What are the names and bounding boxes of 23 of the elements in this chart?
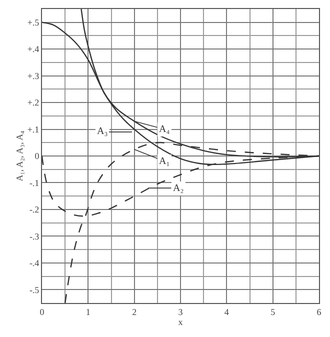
y-tick-label: +.3 (27, 70, 40, 81)
y-tick-label: -.5 (29, 284, 40, 295)
y-tick-label: +.1 (27, 124, 40, 134)
x-tick-label: 1 (86, 306, 90, 317)
x-tick-label: 2 (132, 306, 137, 317)
y-tick-label: -.2 (29, 204, 40, 215)
x-axis-title: x (178, 316, 184, 327)
y-tick-label: +.4 (27, 44, 40, 54)
x-tick-label: 6 (316, 306, 322, 317)
y-tick-label: 0 (34, 151, 40, 162)
annotation: A₃ (97, 126, 108, 137)
annotation: A₁ (159, 156, 170, 167)
x-tick-label: 5 (270, 306, 276, 317)
y-tick-label: -.1 (29, 178, 40, 188)
y-tick-label: +.5 (27, 18, 40, 28)
annotation: A₂ (173, 183, 184, 194)
x-tick-label: 4 (224, 306, 230, 317)
x-tick-label: 3 (178, 306, 184, 317)
y-axis-title: A₁, A₂, A₃, A₄ (14, 130, 25, 182)
y-tick-label: +.2 (27, 98, 40, 108)
y-tick-label: -.4 (29, 258, 40, 268)
annotation: A₄ (159, 124, 170, 135)
y-tick-label: -.3 (29, 231, 40, 242)
